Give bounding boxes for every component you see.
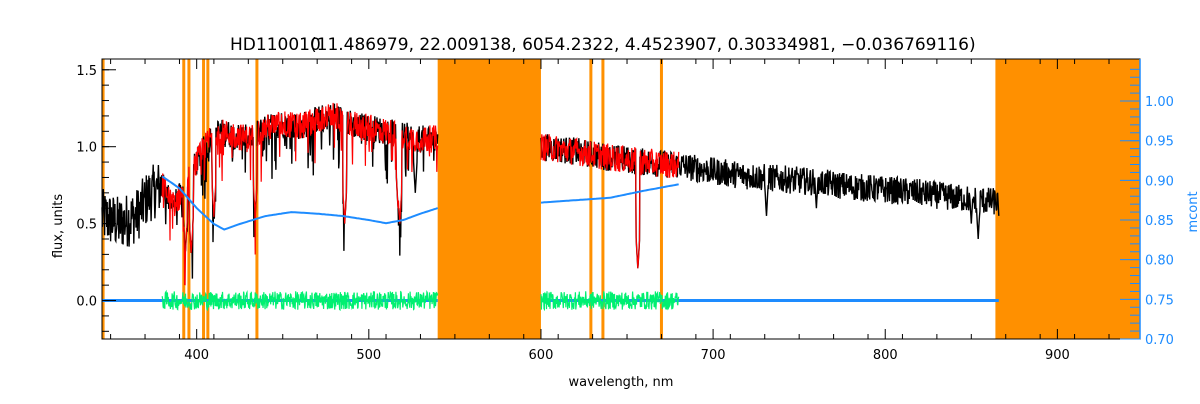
masked-line (202, 59, 206, 339)
y2-tick-label: 0.70 (1145, 333, 1174, 348)
masked-line (255, 59, 259, 339)
y-axis-label: flux, units (51, 194, 66, 259)
y-tick-label: 0.5 (76, 218, 97, 233)
x-tick-label: 600 (529, 348, 554, 363)
plot-area: 400 500 600 700 800 900 0.0 0.5 1.0 1.5 0.70 0.75 0.… (76, 58, 1174, 363)
masked-line (659, 59, 663, 339)
y-tick-label: 0.0 (76, 295, 97, 310)
masked-line (182, 59, 186, 339)
y2-tick-label: 0.90 (1145, 174, 1174, 189)
y-tick-label: 1.5 (76, 64, 97, 79)
series-residual (161, 289, 680, 312)
y2-tick-label: 0.95 (1145, 135, 1174, 150)
y-tick-label: 1.0 (76, 141, 97, 156)
series-model (161, 102, 680, 286)
x-tick-label: 800 (873, 348, 898, 363)
y2-axis-label: mcont (1186, 191, 1200, 232)
x-tick-label: 700 (701, 348, 726, 363)
chart-subtitle: (11.486979, 22.009138, 6054.2322, 4.4523… (310, 35, 976, 55)
masked-band (437, 59, 541, 339)
y2-tick-label: 0.80 (1145, 254, 1174, 269)
chart-title: HD110010 (230, 35, 321, 55)
y2-tick-label: 1.00 (1145, 95, 1174, 110)
x-axis-label: wavelength, nm (569, 375, 674, 390)
y2-tick-label: 0.75 (1145, 293, 1174, 308)
y2-tick-label: 0.85 (1145, 214, 1174, 229)
masked-band (995, 59, 1140, 339)
x-tick-label: 900 (1045, 348, 1070, 363)
masked-line (206, 59, 210, 339)
x-tick-label: 400 (184, 348, 209, 363)
x-tick-label: 500 (356, 348, 381, 363)
series-mcont (161, 175, 679, 231)
series-observed (101, 103, 1000, 279)
